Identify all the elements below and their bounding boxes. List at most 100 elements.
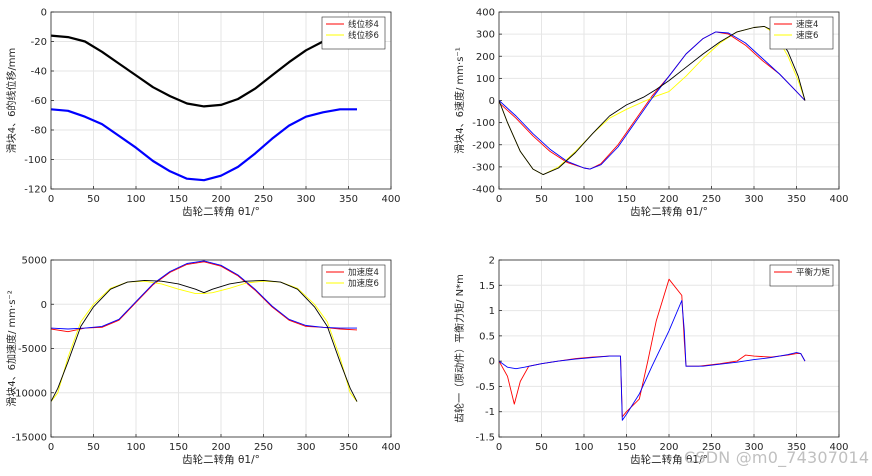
x-tick-label: 50	[535, 442, 548, 453]
x-tick-label: 350	[339, 194, 358, 205]
legend-label: 加速度4	[348, 267, 379, 278]
y-tick-label: 0	[41, 8, 47, 19]
series-line-2	[499, 300, 806, 421]
y-tick-label: -0.5	[475, 382, 495, 393]
axes-box	[50, 11, 392, 190]
y-tick-label: 5000	[22, 256, 47, 267]
series-line-1	[51, 34, 358, 108]
legend-label: 加速度6	[348, 278, 379, 289]
y-tick-label: -10000	[12, 388, 47, 399]
x-tick-label: 100	[574, 442, 593, 453]
y-tick-label: 1.5	[479, 281, 495, 292]
series-line-3	[51, 260, 357, 330]
x-tick-label: 150	[617, 194, 636, 205]
x-tick-label: 50	[535, 194, 548, 205]
x-tick-label: 150	[169, 442, 188, 453]
y-tick-label: -100	[24, 155, 47, 166]
legend-label: 平衡力矩	[796, 267, 831, 278]
x-tick-label: 250	[702, 194, 721, 205]
y-tick-label: -300	[472, 162, 495, 173]
y-tick-label: -60	[31, 96, 47, 107]
x-tick-label: 250	[254, 442, 273, 453]
x-tick-label: 400	[829, 442, 848, 453]
x-tick-label: 200	[211, 194, 230, 205]
x-tick-label: 400	[381, 442, 400, 453]
y-tick-label: -1.5	[475, 433, 495, 444]
x-tick-label: 350	[787, 442, 806, 453]
y-axis-label: 滑块4、6速度/ mm·s⁻¹	[453, 47, 466, 153]
x-tick-label: 200	[211, 442, 230, 453]
y-tick-label: -40	[31, 67, 47, 78]
legend-label: 线位移4	[348, 19, 379, 30]
x-axis-label: 齿轮二转角 θ1/°	[630, 205, 708, 218]
y-tick-label: -100	[472, 118, 495, 129]
x-tick-label: 400	[829, 194, 848, 205]
subplot-3: 0 50 100 150 200 250 300 350 400 -15000 -10000 -500…	[5, 256, 401, 467]
subplot-1: 0 50 100 150 200 250 300 350 400 -120 -100 -80 -60 -4…	[5, 8, 401, 219]
x-axis-label: 齿轮二转角 θ1/°	[182, 205, 260, 218]
axes-box	[498, 11, 840, 190]
subplot-2: 0 50 100 150 200 250 300 350 400 -400 -300 -200 -100…	[453, 8, 849, 219]
x-tick-label: 300	[296, 194, 315, 205]
watermark: CSDN @m0_74307014	[684, 448, 870, 467]
x-tick-label: 0	[496, 442, 502, 453]
x-tick-label: 250	[254, 194, 273, 205]
x-tick-label: 150	[617, 442, 636, 453]
y-tick-label: -1	[485, 407, 495, 418]
y-tick-label: 300	[476, 30, 495, 41]
x-tick-label: 150	[169, 194, 188, 205]
series-line-1	[51, 261, 358, 333]
x-tick-label: 50	[87, 194, 100, 205]
x-tick-label: 0	[48, 442, 54, 453]
x-tick-label: 50	[87, 442, 100, 453]
legend-box	[769, 16, 834, 50]
series-line-1	[499, 31, 806, 170]
x-axis-label: 齿轮二转角 θ1/°	[182, 453, 260, 466]
y-axis-label: 滑块4、6加速度/ mm·s⁻²	[5, 290, 18, 406]
series-line-3	[499, 31, 806, 170]
y-tick-label: 0	[489, 357, 495, 368]
y-tick-label: -80	[31, 126, 47, 137]
y-tick-label: 100	[476, 74, 495, 85]
x-tick-label: 200	[659, 442, 678, 453]
x-tick-label: 200	[659, 194, 678, 205]
legend-box	[769, 264, 834, 287]
y-tick-label: 0.5	[479, 331, 495, 342]
y-tick-label: -400	[472, 185, 495, 196]
legend: 平衡力矩	[769, 264, 834, 287]
x-tick-label: 400	[381, 194, 400, 205]
y-tick-label: -20	[31, 37, 47, 48]
x-tick-label: 300	[296, 442, 315, 453]
series-line-4	[51, 279, 358, 402]
x-tick-label: 100	[574, 194, 593, 205]
y-tick-label: -200	[472, 140, 495, 151]
x-tick-label: 300	[744, 442, 763, 453]
y-tick-label: 200	[476, 52, 495, 63]
y-tick-label: 0	[489, 96, 495, 107]
x-tick-label: 300	[744, 194, 763, 205]
series-line-4	[499, 25, 806, 176]
y-axis-label: 齿轮一（原动件）平衡力矩/ N*m	[453, 274, 466, 423]
legend-box	[321, 264, 386, 298]
y-tick-label: 400	[476, 8, 495, 19]
axes-box	[498, 259, 840, 438]
legend-label: 速度4	[796, 19, 818, 30]
x-tick-label: 0	[496, 194, 502, 205]
y-tick-label: 2	[489, 256, 495, 267]
x-tick-label: 100	[126, 442, 145, 453]
axes-box	[50, 259, 392, 438]
y-tick-label: -5000	[18, 344, 47, 355]
x-tick-label: 100	[126, 194, 145, 205]
subplot-4: 0 50 100 150 200 250 300 350 400 -1.5 -1 -0.5 0 0.5 1 1…	[453, 256, 849, 467]
y-tick-label: 1	[489, 306, 495, 317]
x-tick-label: 350	[339, 442, 358, 453]
series-line-2	[51, 108, 357, 182]
x-tick-label: 350	[787, 194, 806, 205]
y-tick-label: -15000	[12, 433, 47, 444]
x-axis-label: 齿轮二转角 θ1/°	[630, 453, 708, 466]
x-tick-label: 0	[48, 194, 54, 205]
y-tick-label: 0	[41, 300, 47, 311]
